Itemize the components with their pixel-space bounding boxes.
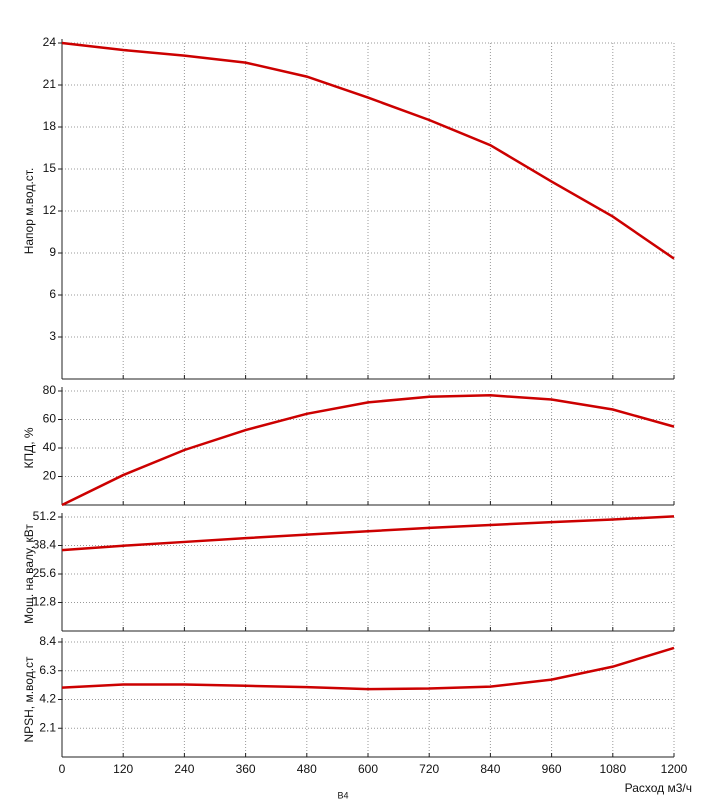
- x-tick-label: 360: [236, 762, 256, 776]
- y-tick-label: 9: [49, 245, 56, 259]
- x-tick-label: 120: [113, 762, 133, 776]
- y-tick-label: 24: [43, 35, 57, 49]
- y-tick-label: 25.6: [33, 566, 57, 580]
- x-axis-title: Расход м3/ч: [625, 781, 692, 795]
- curve: [61, 515, 675, 552]
- curve: [61, 41, 675, 260]
- y-tick-label: 20: [43, 469, 57, 483]
- x-tick-label: 0: [59, 762, 66, 776]
- y-tick-label: 80: [43, 383, 57, 397]
- y-tick-label: 15: [43, 161, 57, 175]
- x-tick-label: 480: [297, 762, 317, 776]
- x-tick-label: 1080: [599, 762, 626, 776]
- y-tick-label: 3: [49, 329, 56, 343]
- x-tick-label: 960: [542, 762, 562, 776]
- footnote: В4: [337, 790, 348, 800]
- y-axis-title: КПД, %: [22, 427, 36, 468]
- curve: [61, 646, 675, 691]
- y-tick-label: 12.8: [33, 595, 57, 609]
- x-tick-label: 1200: [661, 762, 688, 776]
- y-tick-label: 6.3: [39, 663, 56, 677]
- y-tick-label: 40: [43, 440, 57, 454]
- x-tick-label: 600: [358, 762, 378, 776]
- y-axis-title: Напор м.вод.ст.: [22, 168, 36, 255]
- y-tick-label: 12: [43, 203, 57, 217]
- x-tick-label: 840: [480, 762, 500, 776]
- x-tick-label: 720: [419, 762, 439, 776]
- x-tick-label: 240: [174, 762, 194, 776]
- y-tick-label: 18: [43, 119, 57, 133]
- y-tick-label: 2.1: [39, 720, 56, 734]
- y-tick-label: 6: [49, 287, 56, 301]
- y-tick-label: 38.4: [33, 538, 57, 552]
- y-tick-label: 21: [43, 77, 57, 91]
- curve: [61, 394, 675, 507]
- y-axis-title: NPSH, м.вод.ст: [22, 656, 36, 743]
- y-tick-label: 8.4: [39, 634, 56, 648]
- y-tick-label: 4.2: [39, 692, 56, 706]
- y-axis-title: Мощ. на валу, кВт: [22, 524, 36, 624]
- y-tick-label: 51.2: [33, 509, 57, 523]
- y-tick-label: 60: [43, 412, 57, 426]
